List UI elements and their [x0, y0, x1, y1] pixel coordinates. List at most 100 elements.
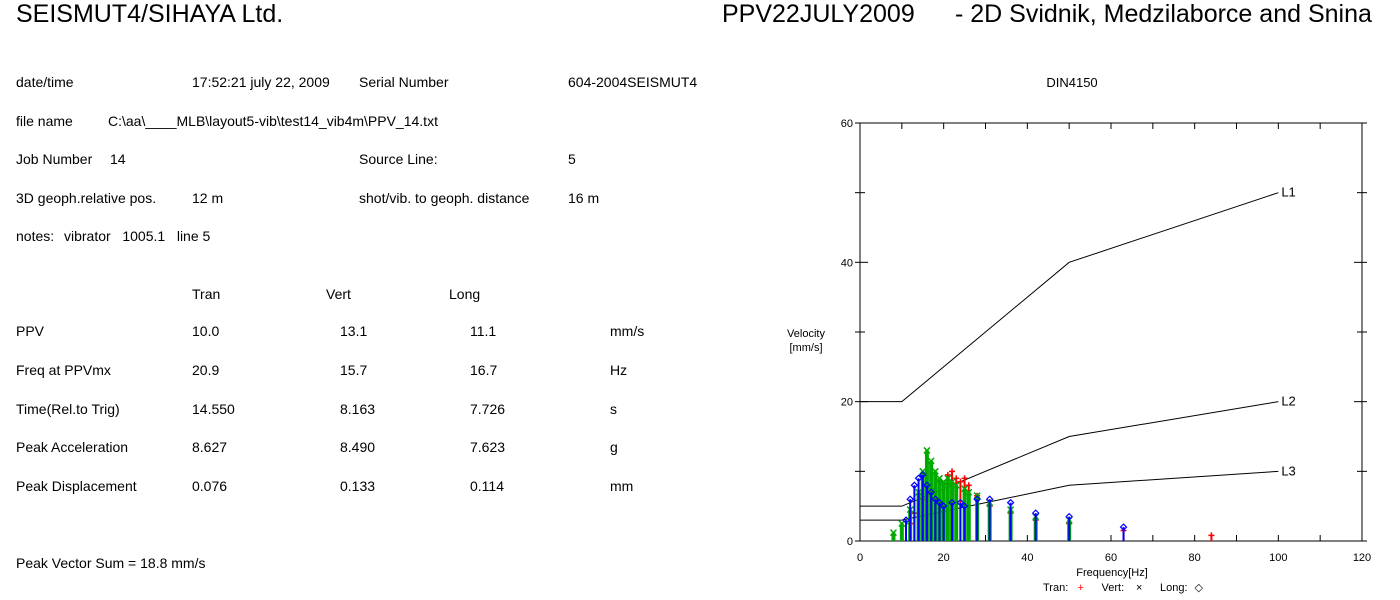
table-cell-long: 0.114 — [470, 478, 504, 494]
table-row-unit: mm — [610, 478, 634, 494]
col-header-long: Long — [449, 286, 481, 302]
data-point-long — [1006, 498, 1015, 507]
table-cell-vert: 0.133 — [340, 478, 376, 494]
data-point-long — [923, 481, 931, 490]
serial-value: 604-2004SEISMUT4 — [568, 74, 698, 90]
x-tick-label: 40 — [1021, 552, 1033, 564]
datetime-label: date/time — [16, 74, 74, 90]
data-point-vert — [952, 481, 960, 489]
record-title: PPV22JULY2009 — [722, 0, 915, 28]
distance-value: 16 m — [568, 190, 600, 206]
filename-value: C:\aa\____MLB\layout5-vib\test14_vib4m\P… — [108, 113, 438, 129]
data-point-long — [939, 502, 948, 511]
data-point-long — [927, 488, 935, 497]
data-point-long — [1119, 523, 1128, 531]
company-title: SEISMUT4/SIHAYA Ltd. — [16, 0, 284, 28]
project-title: - 2D Svidnik, Medzilaborce and Snina — [955, 0, 1372, 28]
table-row-label: Peak Acceleration — [16, 439, 129, 455]
limit-line-label: L2 — [1281, 394, 1295, 409]
y-tick-label: 0 — [847, 536, 853, 548]
table-cell-long: 7.623 — [470, 439, 506, 455]
table-row-label: PPV — [16, 323, 45, 339]
table-cell-vert: 13.1 — [340, 323, 368, 339]
table-cell-long: 16.7 — [470, 362, 498, 378]
data-point-tran — [944, 471, 951, 478]
y-tick-label: 40 — [841, 257, 853, 269]
table-cell-vert: 8.163 — [340, 401, 376, 417]
data-point-vert — [927, 457, 935, 465]
table-row-unit: mm/s — [610, 323, 645, 339]
x-tick-label: 0 — [857, 552, 863, 564]
table-cell-vert: 15.7 — [340, 362, 368, 378]
data-point-tran — [949, 468, 956, 475]
limit-line-label: L1 — [1281, 185, 1295, 200]
x-tick-label: 100 — [1269, 552, 1287, 564]
data-point-tran — [1208, 532, 1215, 539]
serial-label: Serial Number — [359, 74, 449, 90]
col-header-tran: Tran — [192, 286, 221, 302]
data-point-long — [985, 495, 994, 504]
limit-lines: L1 L2 L3 — [860, 185, 1296, 521]
geoph-label: 3D geoph.relative pos. — [16, 190, 157, 206]
data-point-long — [931, 495, 940, 504]
data-point-long — [1065, 512, 1074, 521]
legend-marker: + — [1078, 582, 1084, 594]
notes-value: vibrator 1005.1 line 5 — [64, 228, 211, 244]
legend-label: Tran: — [1043, 582, 1068, 594]
source-value: 5 — [568, 151, 576, 167]
table-row-label: Freq at PPVmx — [16, 362, 111, 378]
data-point-vert — [965, 488, 973, 496]
chart-title: DIN4150 — [1046, 75, 1097, 90]
x-tick-label: 20 — [938, 552, 950, 564]
data-point-tran — [953, 475, 960, 482]
data-point-long — [902, 516, 910, 524]
data-point-long — [935, 498, 944, 507]
datetime-value: 17:52:21 july 22, 2009 — [192, 74, 330, 90]
din4150-chart: DIN4150 0 20 40 60 80 100 120 0 20 40 60 L1 L2 L3 Ve… — [787, 75, 1371, 594]
chart-legend: Tran: + Vert: × Long: ◇ — [1043, 582, 1204, 594]
legend-label: Long: — [1160, 582, 1188, 594]
data-point-vert — [931, 467, 939, 475]
table-row-label: Peak Displacement — [16, 478, 137, 494]
legend-marker: ◇ — [1195, 582, 1204, 594]
distance-label: shot/vib. to geoph. distance — [359, 190, 530, 206]
table-row-unit: Hz — [610, 362, 628, 378]
job-value: 14 — [110, 151, 126, 167]
limit-line-l1 — [860, 192, 1279, 403]
data-point-long — [973, 495, 981, 504]
data-point-long — [960, 502, 969, 511]
data-point-tran — [961, 475, 968, 482]
data-point-tran — [957, 478, 964, 485]
limit-line-l2 — [860, 401, 1279, 507]
table-cell-tran: 10.0 — [192, 323, 220, 339]
data-point-vert — [923, 446, 931, 454]
x-tick-label: 80 — [1189, 552, 1201, 564]
table-row-label: Time(Rel.to Trig) — [16, 401, 120, 417]
table-cell-vert: 8.490 — [340, 439, 376, 455]
y-axis-unit: [mm/s] — [790, 342, 823, 354]
data-point-long — [1031, 509, 1040, 517]
y-tick-label: 20 — [841, 397, 853, 409]
data-point-long — [918, 470, 927, 479]
data-point-tran — [965, 482, 972, 489]
table-cell-tran: 14.550 — [192, 401, 235, 417]
table-cell-tran: 0.076 — [192, 478, 228, 494]
job-label: Job Number — [16, 151, 93, 167]
legend-label: Vert: — [1102, 582, 1125, 594]
table-row-unit: g — [610, 439, 618, 455]
x-axis-label: Frequency[Hz] — [1076, 567, 1148, 579]
data-point-long — [914, 474, 923, 483]
axis-ticks: 0 20 40 60 80 100 120 0 20 40 60 — [841, 118, 1371, 564]
table-cell-tran: 20.9 — [192, 362, 220, 378]
legend-marker: × — [1136, 582, 1142, 594]
col-header-vert: Vert — [326, 286, 351, 302]
table-cell-long: 7.726 — [470, 401, 506, 417]
data-point-long — [906, 495, 915, 504]
geoph-value: 12 m — [192, 190, 224, 206]
data-points — [889, 446, 1215, 541]
y-axis-label: Velocity — [787, 328, 825, 340]
limit-line-label: L3 — [1281, 463, 1295, 478]
table-cell-long: 11.1 — [470, 323, 497, 339]
y-tick-label: 60 — [841, 118, 853, 130]
table-cell-tran: 8.627 — [192, 439, 228, 455]
